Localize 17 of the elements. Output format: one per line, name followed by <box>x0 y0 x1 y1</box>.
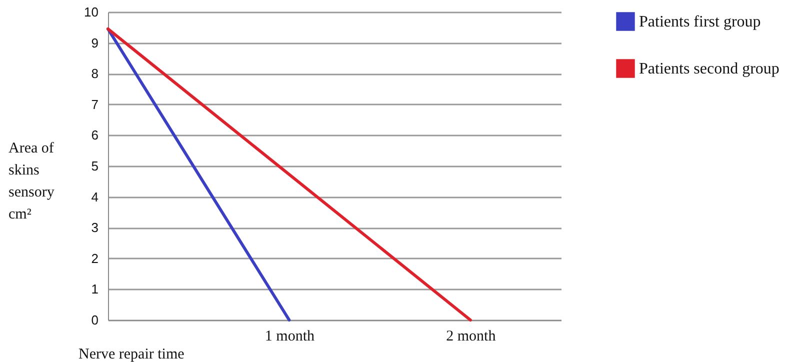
y-tick-label: 0 <box>91 312 98 328</box>
legend-label: Patients second group <box>639 60 780 78</box>
y-tick-label: 1 <box>91 282 98 297</box>
x-axis-title: Nerve repair time <box>78 346 185 362</box>
y-tick-label: 6 <box>91 128 98 143</box>
y-tick-label: 4 <box>91 189 98 204</box>
y-tick-label: 10 <box>84 4 98 20</box>
x-tick-label: 1 month <box>264 328 315 344</box>
y-tick-label: 2 <box>91 250 98 266</box>
y-tick-label: 7 <box>91 96 98 112</box>
x-tick-label: 2 month <box>446 328 496 344</box>
y-tick-label: 9 <box>91 35 98 50</box>
y-tick-label: 5 <box>91 158 98 174</box>
y-tick-label: 3 <box>91 220 98 236</box>
y-tick-label: 8 <box>91 66 98 82</box>
y-axis-title: Area of skins sensory cm² <box>8 140 55 222</box>
legend-label: Patients first group <box>639 14 761 30</box>
